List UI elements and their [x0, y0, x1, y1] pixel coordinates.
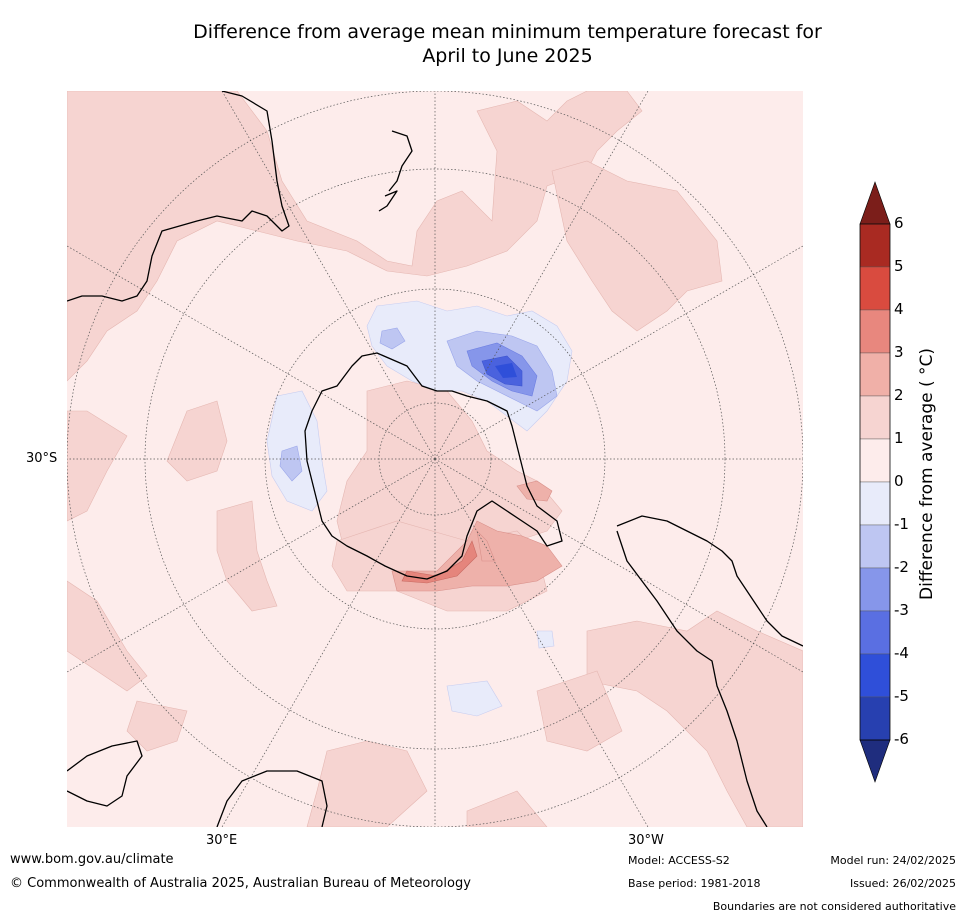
colorbar-bin — [859, 438, 891, 483]
title-line-2: April to June 2025 — [422, 45, 593, 67]
colorbar-extend-max — [859, 181, 891, 225]
colorbar-bin — [859, 524, 891, 569]
lon-label-30e: 30°E — [206, 833, 238, 848]
model-run-text: Model run: 24/02/2025 — [830, 854, 956, 867]
colorbar-bin — [859, 266, 891, 311]
colorbar-tick-label: -1 — [894, 515, 909, 533]
colorbar-tick-label: 2 — [894, 386, 904, 404]
colorbar-tick-label: 4 — [894, 300, 904, 318]
disclaimer-text: Boundaries are not considered authoritat… — [712, 900, 956, 913]
lon-label-30w: 30°W — [628, 833, 664, 848]
colorbar-bin — [859, 352, 891, 397]
colorbar-tick-label: -3 — [894, 601, 909, 619]
new-zealand-coastline — [378, 130, 413, 212]
copyright-text: © Commonwealth of Australia 2025, Austra… — [10, 876, 471, 891]
colorbar-tick-label: -4 — [894, 644, 909, 662]
website-link[interactable]: www.bom.gov.au/climate — [10, 852, 174, 867]
colorbar-bin — [859, 653, 891, 698]
chart-title: Difference from average mean minimum tem… — [60, 20, 955, 68]
title-line-1: Difference from average mean minimum tem… — [193, 21, 822, 43]
anomaly-minus5-to-minus6-regions — [495, 363, 517, 378]
colorbar-bin — [859, 395, 891, 440]
colorbar-bin — [859, 567, 891, 612]
base-period-text: Base period: 1981-2018 — [628, 877, 761, 890]
colorbar-bin — [859, 610, 891, 655]
colorbar-bin — [859, 223, 891, 268]
colorbar — [859, 181, 891, 783]
colorbar-extend-min — [859, 739, 891, 783]
colorbar-bins — [859, 181, 891, 783]
colorbar-tick-label: -2 — [894, 558, 909, 576]
south-america-coastline — [616, 515, 803, 827]
anomaly-1-to-2-regions — [67, 91, 803, 827]
colorbar-tick-label: -6 — [894, 730, 909, 748]
graticule — [67, 91, 803, 827]
colorbar-outline — [859, 223, 891, 741]
colorbar-tick-label: 3 — [894, 343, 904, 361]
colorbar-tick-label: 0 — [894, 472, 904, 490]
issued-text: Issued: 26/02/2025 — [849, 877, 956, 890]
australia-coastline — [67, 91, 290, 302]
colorbar-bin — [859, 481, 891, 526]
colorbar-label: Difference from average ( °C) — [917, 347, 937, 600]
colorbar-bin — [859, 309, 891, 354]
antarctica-coastline — [304, 352, 563, 580]
model-text: Model: ACCESS-S2 — [628, 854, 730, 867]
africa-coastline — [67, 740, 328, 827]
map-panel — [67, 91, 803, 827]
colorbar-tick-label: 6 — [894, 214, 904, 232]
lat-label-30s: 30°S — [26, 451, 58, 466]
colorbar-tick-label: 1 — [894, 429, 904, 447]
colorbar-tick-label: -5 — [894, 687, 909, 705]
colorbar-bin — [859, 696, 891, 741]
colorbar-tick-label: 5 — [894, 257, 904, 275]
